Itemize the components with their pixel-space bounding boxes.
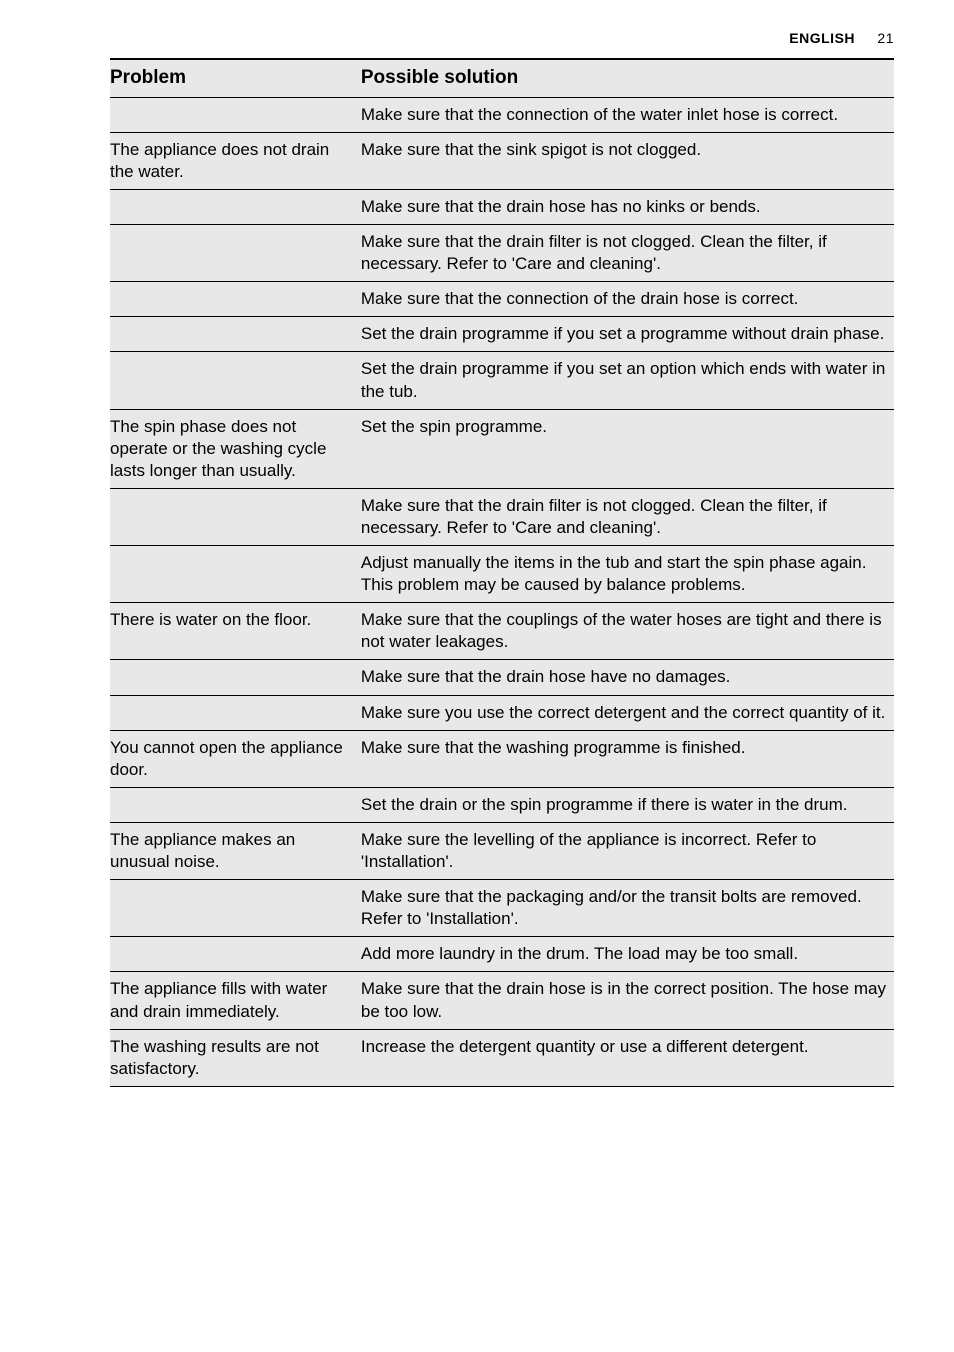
problem-cell: The appliance does not drain the water. bbox=[110, 132, 361, 189]
table-row: Make sure that the drain hose has no kin… bbox=[110, 189, 894, 224]
table-row: You cannot open the appliance door.Make … bbox=[110, 730, 894, 787]
table-row: Make sure that the drain hose have no da… bbox=[110, 660, 894, 695]
table-row: The appliance does not drain the water.M… bbox=[110, 132, 894, 189]
solution-cell: Make sure that the packaging and/or the … bbox=[361, 880, 894, 937]
problem-cell bbox=[110, 282, 361, 317]
problem-cell: The spin phase does not operate or the w… bbox=[110, 409, 361, 488]
table-row: Make sure you use the correct detergent … bbox=[110, 695, 894, 730]
table-row: Make sure that the packaging and/or the … bbox=[110, 880, 894, 937]
page-container: ENGLISH 21 Problem Possible solution Mak… bbox=[0, 0, 954, 1352]
problem-cell: The appliance fills with water and drain… bbox=[110, 972, 361, 1029]
table-body: Make sure that the connection of the wat… bbox=[110, 97, 894, 1086]
problem-cell bbox=[110, 546, 361, 603]
problem-cell: There is water on the floor. bbox=[110, 603, 361, 660]
problem-cell bbox=[110, 695, 361, 730]
column-header-problem: Problem bbox=[110, 59, 361, 97]
solution-cell: Add more laundry in the drum. The load m… bbox=[361, 937, 894, 972]
solution-cell: Make sure that the connection of the wat… bbox=[361, 97, 894, 132]
problem-cell: The appliance makes an unusual noise. bbox=[110, 822, 361, 879]
solution-cell: Make sure that the drain filter is not c… bbox=[361, 225, 894, 282]
table-row: The spin phase does not operate or the w… bbox=[110, 409, 894, 488]
solution-cell: Make sure that the drain hose has no kin… bbox=[361, 189, 894, 224]
table-row: Make sure that the drain filter is not c… bbox=[110, 225, 894, 282]
table-row: Add more laundry in the drum. The load m… bbox=[110, 937, 894, 972]
problem-cell bbox=[110, 225, 361, 282]
solution-cell: Make sure the levelling of the appliance… bbox=[361, 822, 894, 879]
solution-cell: Increase the detergent quantity or use a… bbox=[361, 1029, 894, 1086]
table-row: The washing results are not satisfactory… bbox=[110, 1029, 894, 1086]
solution-cell: Make sure that the sink spigot is not cl… bbox=[361, 132, 894, 189]
table-row: Set the drain programme if you set a pro… bbox=[110, 317, 894, 352]
page-header: ENGLISH 21 bbox=[110, 30, 894, 46]
problem-cell: The washing results are not satisfactory… bbox=[110, 1029, 361, 1086]
problem-cell bbox=[110, 317, 361, 352]
solution-cell: Make sure that the drain filter is not c… bbox=[361, 488, 894, 545]
problem-cell bbox=[110, 787, 361, 822]
problem-cell bbox=[110, 352, 361, 409]
table-row: Make sure that the connection of the dra… bbox=[110, 282, 894, 317]
solution-cell: Make sure that the couplings of the wate… bbox=[361, 603, 894, 660]
problem-cell bbox=[110, 880, 361, 937]
table-row: The appliance fills with water and drain… bbox=[110, 972, 894, 1029]
table-row: Make sure that the drain filter is not c… bbox=[110, 488, 894, 545]
solution-cell: Make sure that the connection of the dra… bbox=[361, 282, 894, 317]
table-row: The appliance makes an unusual noise.Mak… bbox=[110, 822, 894, 879]
solution-cell: Make sure that the drain hose is in the … bbox=[361, 972, 894, 1029]
solution-cell: Make sure that the drain hose have no da… bbox=[361, 660, 894, 695]
problem-cell bbox=[110, 189, 361, 224]
table-row: There is water on the floor.Make sure th… bbox=[110, 603, 894, 660]
table-row: Make sure that the connection of the wat… bbox=[110, 97, 894, 132]
problem-cell bbox=[110, 937, 361, 972]
solution-cell: Set the drain or the spin programme if t… bbox=[361, 787, 894, 822]
problem-cell bbox=[110, 97, 361, 132]
table-header-row: Problem Possible solution bbox=[110, 59, 894, 97]
table-row: Set the drain or the spin programme if t… bbox=[110, 787, 894, 822]
solution-cell: Set the drain programme if you set an op… bbox=[361, 352, 894, 409]
troubleshoot-table: Problem Possible solution Make sure that… bbox=[110, 58, 894, 1087]
solution-cell: Set the drain programme if you set a pro… bbox=[361, 317, 894, 352]
table-row: Set the drain programme if you set an op… bbox=[110, 352, 894, 409]
solution-cell: Make sure you use the correct detergent … bbox=[361, 695, 894, 730]
solution-cell: Adjust manually the items in the tub and… bbox=[361, 546, 894, 603]
column-header-solution: Possible solution bbox=[361, 59, 894, 97]
problem-cell bbox=[110, 660, 361, 695]
page-number: 21 bbox=[877, 30, 894, 46]
solution-cell: Set the spin programme. bbox=[361, 409, 894, 488]
solution-cell: Make sure that the washing programme is … bbox=[361, 730, 894, 787]
language-label: ENGLISH bbox=[789, 30, 855, 46]
table-row: Adjust manually the items in the tub and… bbox=[110, 546, 894, 603]
problem-cell bbox=[110, 488, 361, 545]
problem-cell: You cannot open the appliance door. bbox=[110, 730, 361, 787]
